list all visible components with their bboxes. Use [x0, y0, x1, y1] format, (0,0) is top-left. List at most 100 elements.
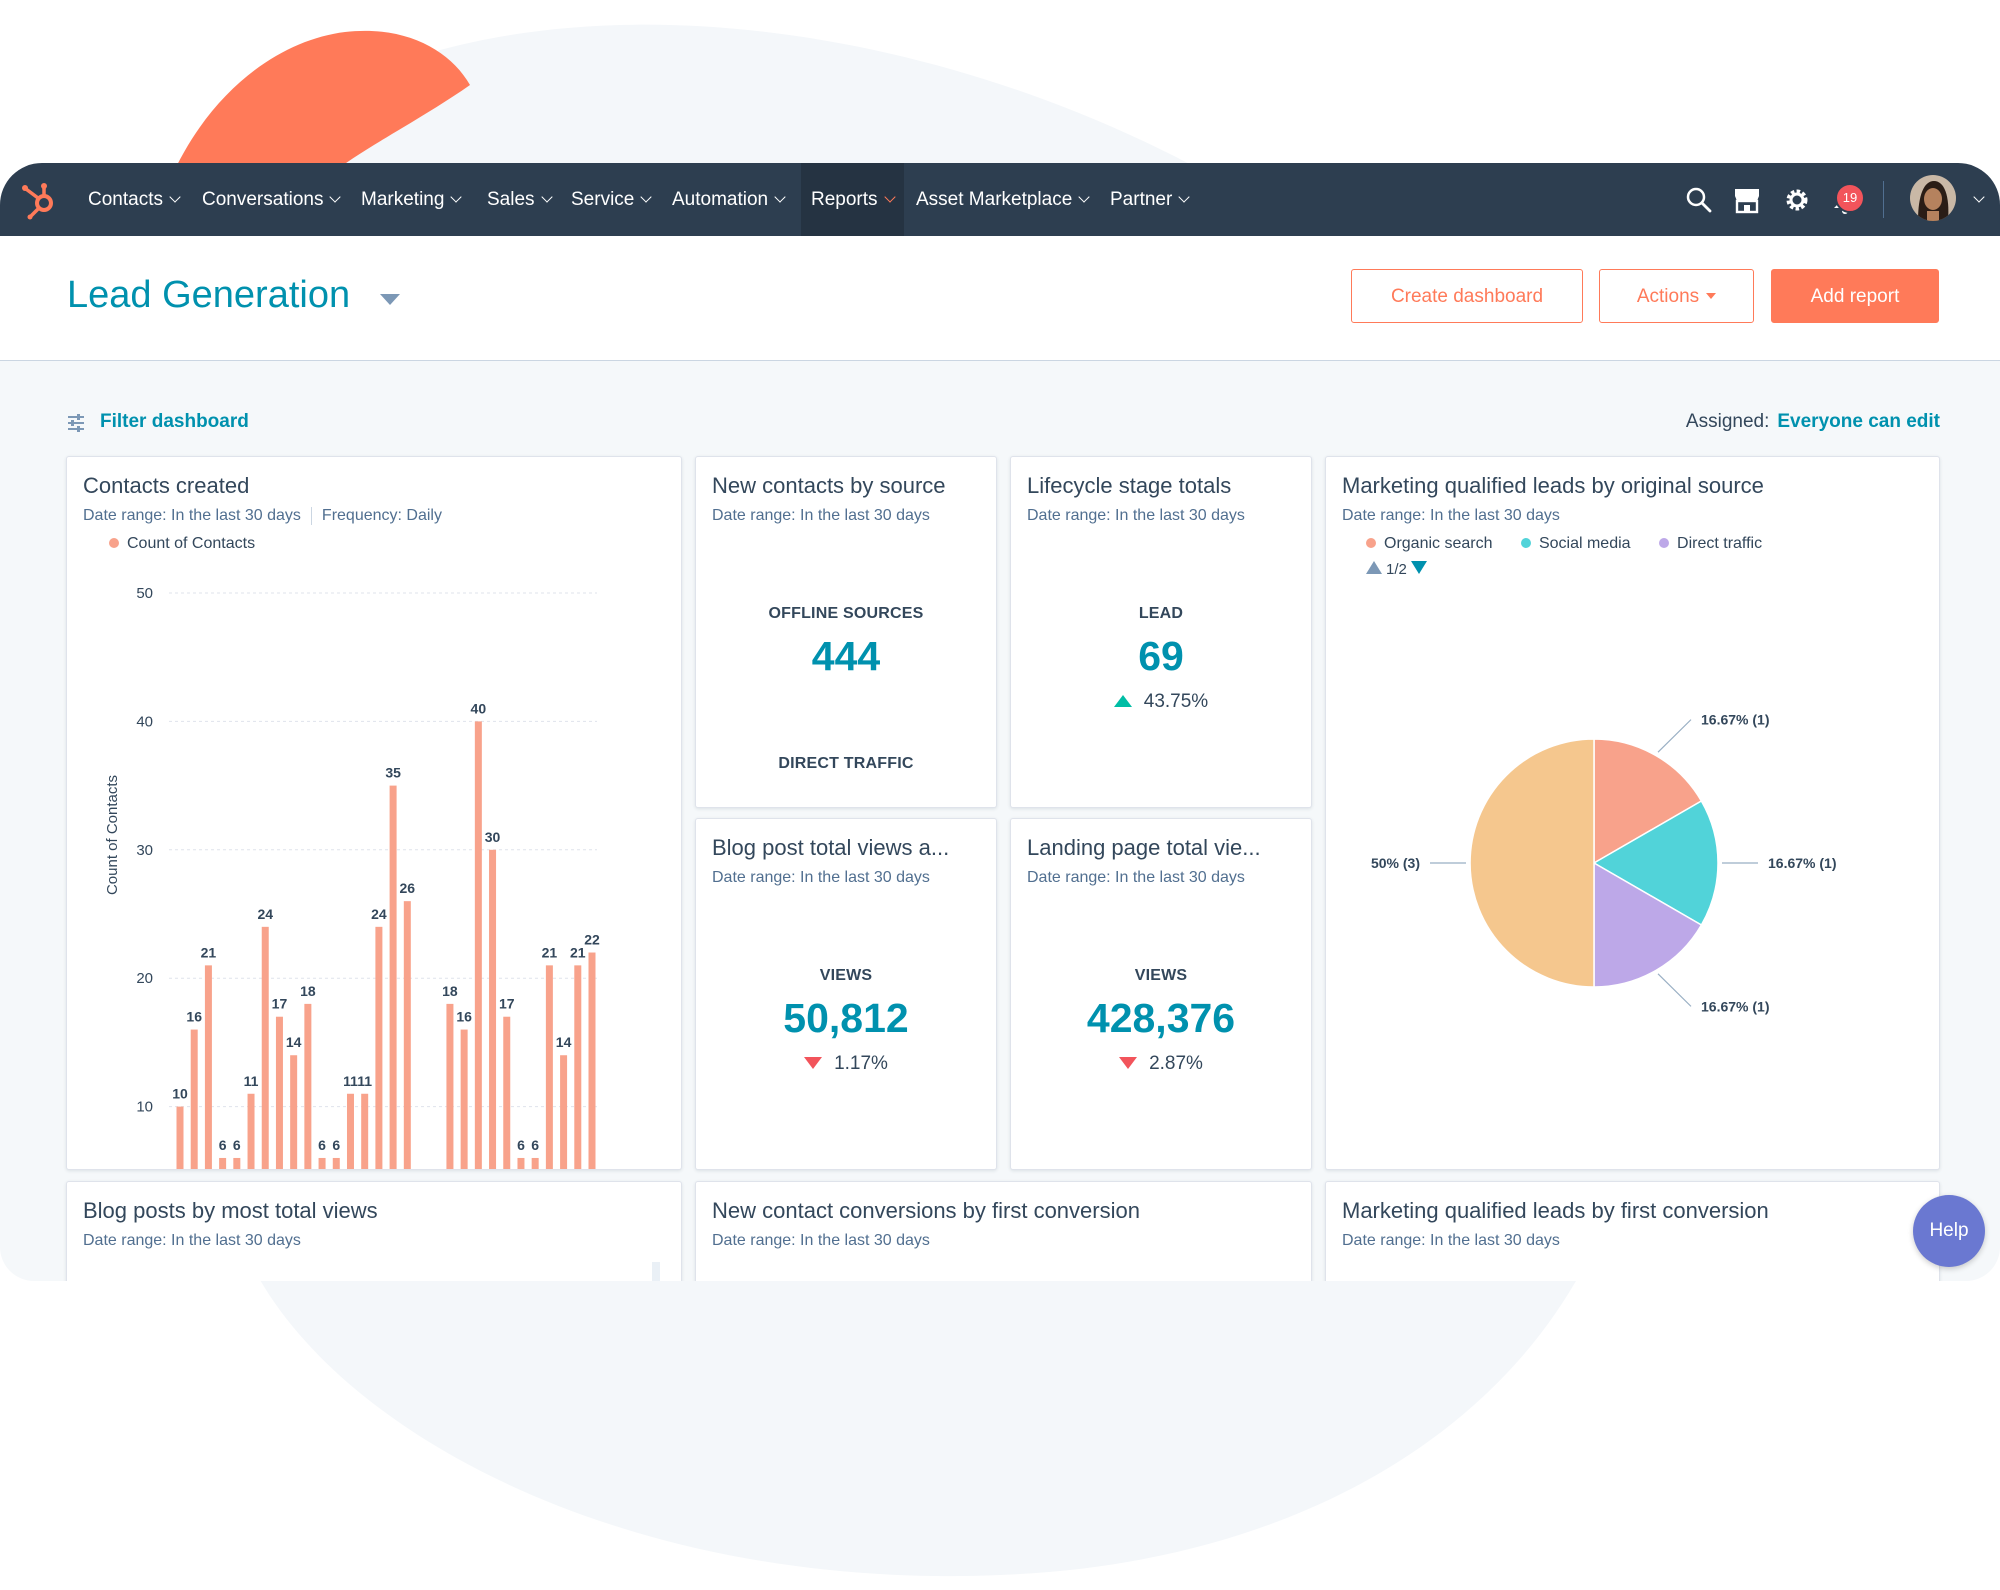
y-axis-title: Count of Contacts: [104, 775, 121, 895]
data-label: 14: [286, 1034, 302, 1050]
data-label: 18: [442, 983, 458, 999]
bar: [190, 1029, 198, 1169]
chevron-down-icon: [883, 191, 896, 203]
filter-dashboard-link[interactable]: Filter dashboard: [100, 411, 249, 432]
kpi-footer-label: DIRECT TRAFFIC: [778, 755, 914, 772]
pager-next-icon[interactable]: [1410, 561, 1427, 574]
nav-asset-marketplace[interactable]: Asset Marketplace: [916, 163, 1090, 236]
pie-data-label: 50% (3): [1371, 855, 1420, 871]
card-title[interactable]: Landing page total vie...: [1027, 835, 1261, 860]
y-tick-label: 30: [136, 842, 153, 859]
bar: [588, 952, 596, 1169]
pager-prev-icon[interactable]: [1366, 561, 1382, 574]
nav-sales[interactable]: Sales: [487, 163, 553, 236]
data-label: 6: [318, 1137, 326, 1153]
chevron-down-icon: [169, 191, 181, 203]
kpi-value: 50,812: [783, 995, 909, 1041]
help-button[interactable]: Help: [1913, 1195, 1985, 1267]
filter-icon[interactable]: [67, 414, 85, 432]
add-report-button[interactable]: Add report: [1771, 269, 1939, 323]
data-label: 24: [371, 906, 387, 922]
data-label: 11: [343, 1073, 358, 1089]
card-blog-posts-by-views: Blog posts by most total views Date rang…: [66, 1181, 682, 1281]
data-label: 6: [531, 1137, 539, 1153]
card-mql-by-first-conversion: Marketing qualified leads by first conve…: [1325, 1181, 1940, 1281]
card-new-contacts-by-source: New contacts by source Date range: In th…: [695, 456, 997, 808]
bar: [460, 1029, 468, 1169]
card-title[interactable]: Marketing qualified leads by original so…: [1342, 473, 1764, 498]
data-label: 6: [219, 1137, 227, 1153]
legend-dot: [1520, 538, 1531, 548]
trend-down-icon: [804, 1057, 823, 1069]
marketplace-icon[interactable]: [1732, 185, 1762, 215]
bar-chart: 0102030405010162166112417141866111124352…: [104, 585, 600, 1169]
data-label: 18: [300, 983, 316, 999]
chevron-down-icon: [450, 191, 463, 203]
bar: [275, 1016, 283, 1169]
create-dashboard-button[interactable]: Create dashboard: [1351, 269, 1583, 323]
card-title[interactable]: Blog posts by most total views: [83, 1198, 378, 1223]
pie-slice: [1593, 738, 1703, 865]
page-title[interactable]: Lead Generation: [67, 274, 351, 316]
kpi-label: OFFLINE SOURCES: [768, 605, 924, 622]
nav-conversations[interactable]: Conversations: [202, 163, 342, 236]
card-subtitle: Date range: In the last 30 days: [712, 1232, 930, 1249]
caret-down-icon[interactable]: [380, 294, 400, 305]
card-title[interactable]: New contact conversions by first convers…: [712, 1198, 1140, 1223]
card-subtitle: Date range: In the last 30 days Frequency…: [83, 507, 442, 525]
card-landing-page-total-views: Landing page total vie... Date range: In…: [1010, 818, 1312, 1170]
nav-automation[interactable]: Automation: [672, 163, 786, 236]
nav-partner[interactable]: Partner: [1110, 163, 1190, 236]
page-header: Lead Generation Create dashboard Actions…: [0, 236, 2000, 361]
bar: [247, 1093, 255, 1169]
data-label: 24: [257, 906, 273, 922]
chevron-down-icon: [1178, 191, 1190, 203]
bar: [346, 1093, 354, 1169]
avatar[interactable]: [1910, 175, 1956, 221]
actions-button[interactable]: Actions: [1599, 269, 1754, 323]
bar: [290, 1055, 298, 1169]
hubspot-logo-icon[interactable]: [18, 179, 60, 221]
bar: [261, 926, 269, 1169]
nav-contacts[interactable]: Contacts: [88, 163, 181, 236]
pie-leader-line: [1657, 973, 1692, 1007]
y-tick-label: 10: [136, 1099, 153, 1116]
card-title[interactable]: New contacts by source: [712, 473, 946, 498]
gear-icon[interactable]: [1782, 185, 1812, 215]
bar: [474, 721, 482, 1169]
chevron-down-icon: [774, 191, 786, 203]
card-title[interactable]: Lifecycle stage totals: [1027, 473, 1232, 498]
bar: [545, 965, 553, 1169]
data-label: 22: [584, 932, 600, 948]
trend-up-icon: [1113, 695, 1132, 707]
caret-down-icon: [1706, 293, 1717, 299]
chevron-down-icon[interactable]: [1973, 191, 1985, 203]
card-subtitle: Date range: In the last 30 days: [1342, 507, 1560, 524]
search-icon[interactable]: [1684, 185, 1714, 215]
card-subtitle: Date range: In the last 30 days: [712, 869, 930, 886]
assigned-info: Assigned: Everyone can edit: [1685, 411, 1940, 432]
nav-marketing[interactable]: Marketing: [361, 163, 463, 236]
card-subtitle: Date range: In the last 30 days: [712, 507, 930, 524]
card-title[interactable]: Contacts created: [83, 473, 250, 498]
card-title[interactable]: Blog post total views a...: [712, 835, 950, 860]
card-mql-by-original-source: Marketing qualified leads by original so…: [1325, 456, 1940, 1170]
scrollbar[interactable]: [652, 1262, 660, 1281]
y-tick-label: 20: [136, 970, 153, 987]
assigned-value-link[interactable]: Everyone can edit: [1777, 411, 1940, 432]
card-title[interactable]: Marketing qualified leads by first conve…: [1342, 1198, 1769, 1223]
card-subtitle: Date range: In the last 30 days: [1027, 507, 1245, 524]
kpi-label: VIEWS: [1134, 967, 1188, 984]
nav-service[interactable]: Service: [571, 163, 653, 236]
chart-legend: Count of Contacts: [109, 535, 255, 553]
card-new-contact-conversions: New contact conversions by first convers…: [695, 1181, 1312, 1281]
pie-data-label: 16.67% (1): [1701, 712, 1769, 728]
bar: [318, 1157, 326, 1169]
kpi-label: LEAD: [1138, 605, 1184, 622]
nav-reports[interactable]: Reports: [801, 163, 904, 236]
data-label: 11: [244, 1073, 259, 1089]
bar: [176, 1106, 184, 1169]
bar: [403, 901, 411, 1169]
chevron-down-icon: [329, 191, 342, 203]
data-label: 6: [233, 1137, 241, 1153]
